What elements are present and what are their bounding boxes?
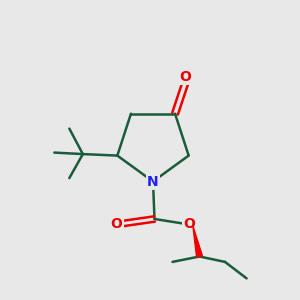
Text: O: O [110,217,122,230]
Text: N: N [147,175,159,188]
Polygon shape [193,226,202,257]
Text: O: O [184,217,196,230]
Text: O: O [180,70,191,84]
